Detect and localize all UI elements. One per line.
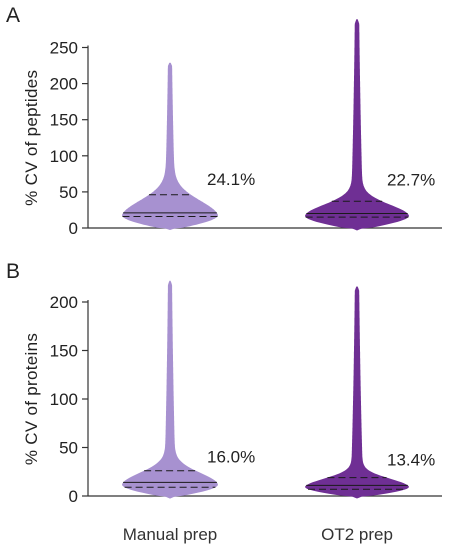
y-tick-label: 200 — [50, 293, 78, 312]
y-axis-label: % CV of peptides — [22, 70, 41, 206]
y-tick-label: 0 — [69, 219, 78, 238]
x-category-label: Manual prep — [123, 525, 218, 544]
y-axis-label: % CV of proteins — [22, 333, 41, 465]
violin-manual-prep — [122, 280, 218, 499]
y-tick-label: 200 — [50, 75, 78, 94]
y-tick-label: 50 — [59, 183, 78, 202]
y-tick-label: 0 — [69, 487, 78, 506]
y-tick-label: 50 — [59, 439, 78, 458]
violin-ot2-prep — [305, 286, 409, 499]
x-category-label: OT2 prep — [321, 525, 393, 544]
median-cv-label: 24.1% — [207, 170, 255, 189]
y-tick-label: 100 — [50, 147, 78, 166]
panel-letter: B — [6, 260, 20, 283]
violin-ot2-prep — [305, 19, 409, 231]
y-tick-label: 100 — [50, 390, 78, 409]
y-tick-label: 250 — [50, 39, 78, 58]
median-cv-label: 13.4% — [387, 450, 435, 469]
y-tick-label: 150 — [50, 111, 78, 130]
violin-manual-prep — [122, 62, 218, 231]
median-cv-label: 22.7% — [387, 171, 435, 190]
median-cv-label: 16.0% — [207, 447, 255, 466]
panel-b: B % CV of proteins 0 50 100 150 200 16.0% 13.4% M… — [6, 260, 442, 544]
panel-letter: A — [6, 4, 20, 27]
y-tick-label: 150 — [50, 342, 78, 361]
panel-a: A % CV of peptides 0 50 100 150 200 250 24.1% 22.… — [6, 4, 442, 238]
